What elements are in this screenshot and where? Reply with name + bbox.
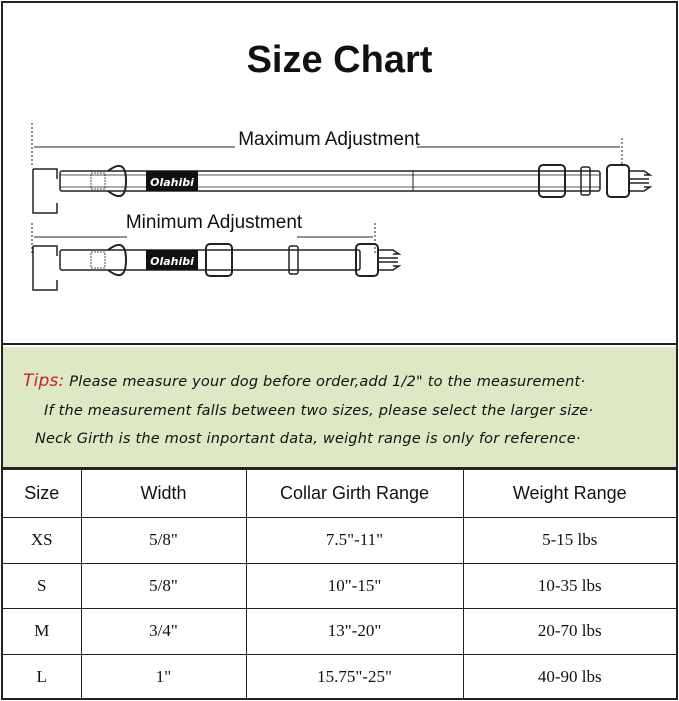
- cell-width: 1": [80, 653, 247, 700]
- table-row: S 5/8" 10"-15" 10-35 lbs: [3, 562, 676, 609]
- cell-size: S: [3, 562, 82, 609]
- header-weight: Weight Range: [462, 469, 676, 518]
- tip-line: Neck Girth is the most inportant data, w…: [35, 431, 581, 447]
- max-adjustment-label: Maximum Adjustment: [238, 129, 420, 150]
- cell-weight: 20-70 lbs: [462, 608, 676, 655]
- cell-weight: 10-35 lbs: [462, 562, 676, 609]
- cell-weight: 5-15 lbs: [462, 517, 676, 564]
- collar-diagram: Maximum Adjustment Olahibi Minimum Adjus…: [31, 123, 653, 291]
- header-girth: Collar Girth Range: [245, 469, 464, 518]
- tips-section: Tips: Please measure your dog before ord…: [3, 347, 676, 469]
- table-header-row: Size Width Collar Girth Range Weight Ran…: [3, 469, 676, 518]
- brand-tag: Olahibi: [150, 255, 194, 268]
- size-table: Size Width Collar Girth Range Weight Ran…: [3, 469, 676, 700]
- page-title: Size Chart: [246, 39, 433, 81]
- cell-girth: 15.75"-25": [245, 653, 464, 700]
- header-size: Size: [3, 469, 82, 518]
- cell-girth: 7.5"-11": [245, 517, 464, 564]
- cell-width: 5/8": [80, 562, 247, 609]
- cell-size: M: [3, 608, 82, 655]
- tip-line: If the measurement falls between two siz…: [44, 403, 594, 419]
- cell-size: XS: [3, 517, 82, 564]
- cell-size: L: [3, 653, 82, 700]
- min-adjustment-label: Minimum Adjustment: [126, 212, 303, 233]
- table-row: XS 5/8" 7.5"-11" 5-15 lbs: [3, 517, 676, 564]
- tip-line: Please measure your dog before order,add…: [69, 374, 586, 390]
- tips-prefix: Tips:: [23, 371, 65, 391]
- diagram-section: Size Chart Maximum Adjustment Olahibi: [3, 3, 676, 345]
- cell-girth: 13"-20": [245, 608, 464, 655]
- cell-weight: 40-90 lbs: [462, 653, 676, 700]
- table-row: L 1" 15.75"-25" 40-90 lbs: [3, 653, 676, 700]
- cell-girth: 10"-15": [245, 562, 464, 609]
- header-width: Width: [80, 469, 247, 518]
- cell-width: 5/8": [80, 517, 247, 564]
- cell-width: 3/4": [80, 608, 247, 655]
- table-row: M 3/4" 13"-20" 20-70 lbs: [3, 608, 676, 655]
- brand-tag: Olahibi: [150, 176, 194, 189]
